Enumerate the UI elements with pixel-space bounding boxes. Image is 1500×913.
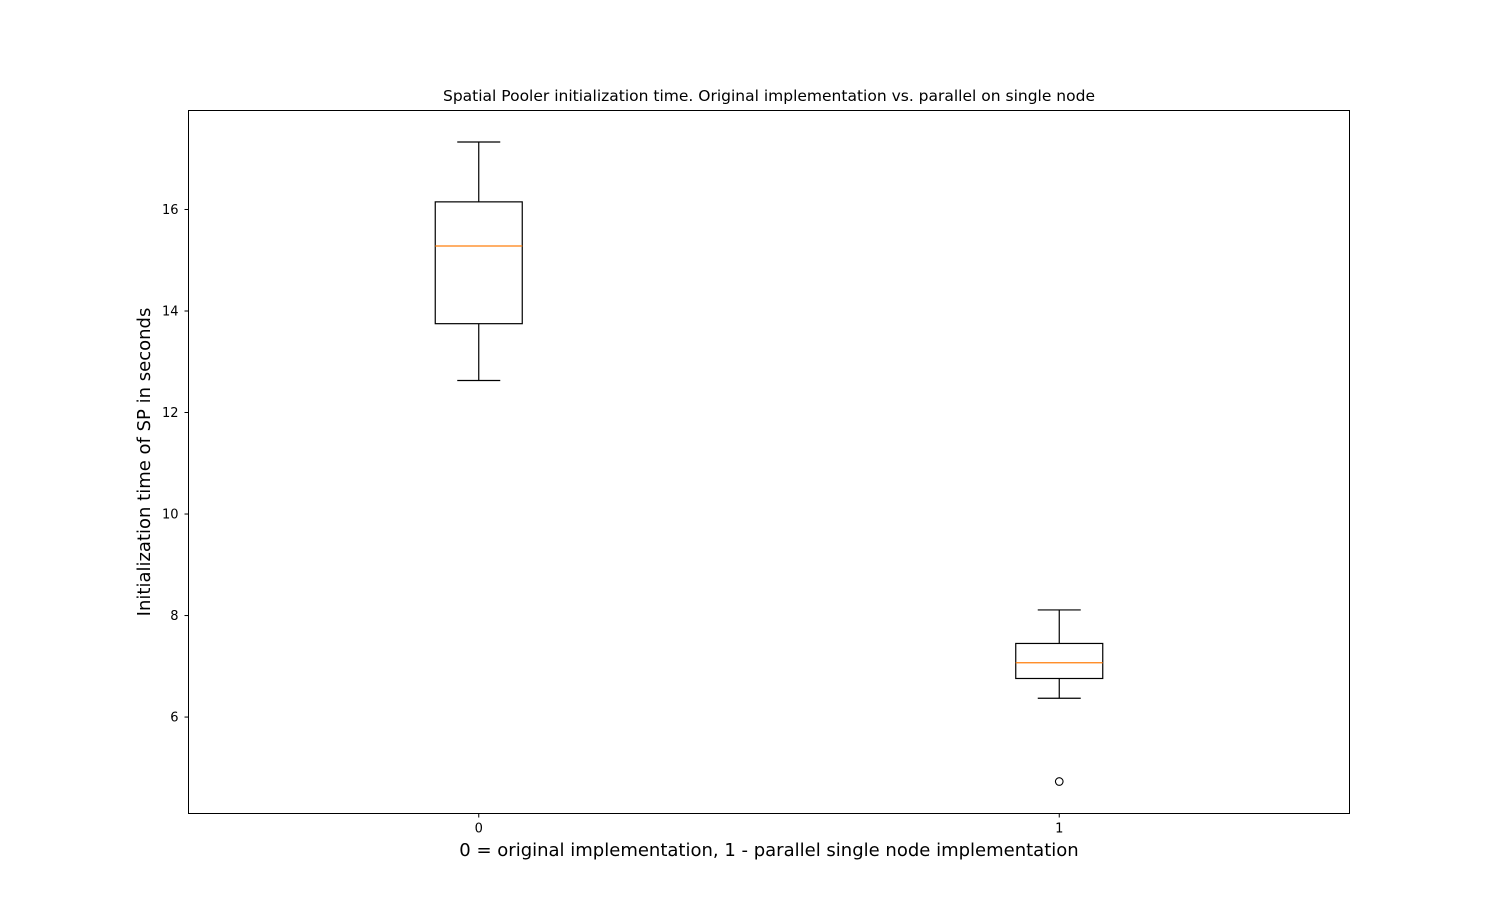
x-axis-label: 0 = original implementation, 1 - paralle… (459, 840, 1078, 861)
iqr-box (434, 201, 523, 325)
y-tick-label: 8 (170, 609, 178, 624)
box-group-1 (1015, 609, 1104, 786)
plot-marks (434, 141, 1104, 786)
y-axis: 6 8 10 12 14 16 (162, 203, 189, 726)
iqr-box (1015, 642, 1104, 680)
plot-frame (188, 110, 1350, 814)
y-tick-label: 14 (162, 304, 179, 319)
y-axis-label: Initialization time of SP in seconds (134, 308, 155, 617)
y-tick-label: 16 (162, 203, 179, 218)
box-group-0 (434, 141, 523, 382)
outlier-point (1054, 777, 1064, 786)
chart-title: Spatial Pooler initialization time. Orig… (443, 87, 1095, 105)
x-tick-label: 0 (475, 822, 483, 837)
y-tick-label: 10 (162, 508, 179, 523)
x-tick-label: 1 (1055, 822, 1063, 837)
y-tick-label: 12 (162, 406, 179, 421)
y-tick-label: 6 (170, 711, 178, 726)
